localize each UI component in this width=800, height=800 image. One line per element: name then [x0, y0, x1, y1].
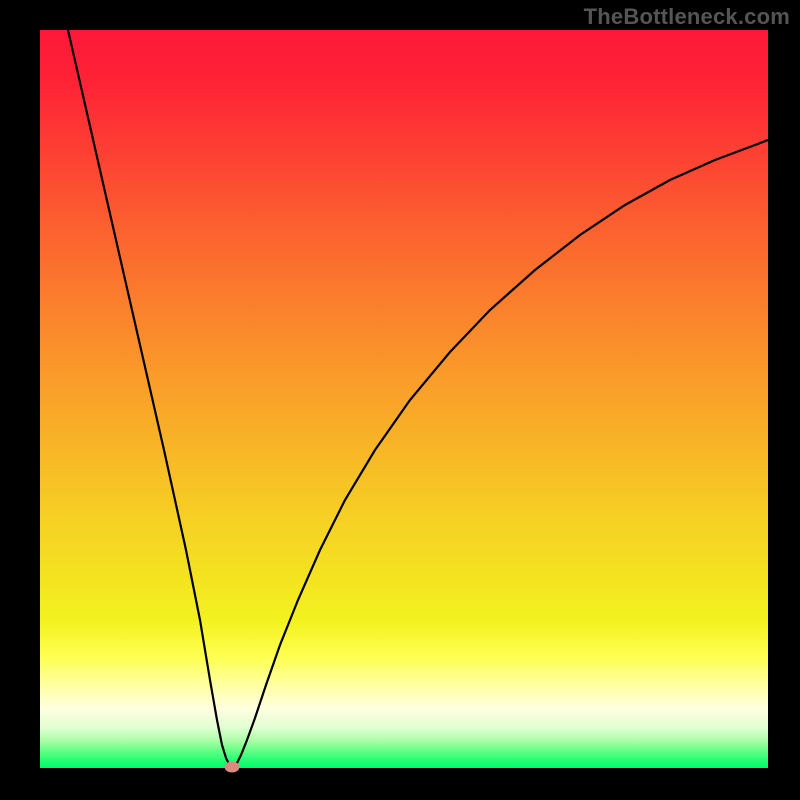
chart-svg — [0, 0, 800, 800]
minimum-marker — [225, 762, 240, 773]
chart-container: TheBottleneck.com — [0, 0, 800, 800]
plot-background — [40, 30, 768, 768]
watermark-text: TheBottleneck.com — [584, 4, 790, 30]
